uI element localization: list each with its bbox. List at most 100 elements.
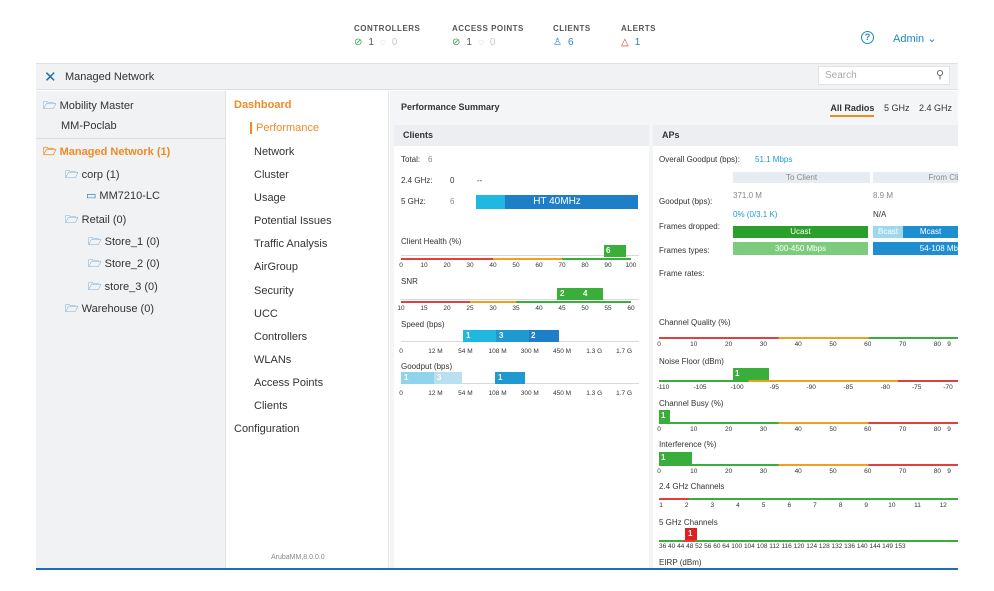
access-points-stat[interactable]: ACCESS POINTS ⊘ 1 ◌ 0 xyxy=(452,24,524,48)
tree-item-store-2[interactable]: 🗁 Store_2 (0) xyxy=(88,255,160,274)
speed-label: Speed (bps) xyxy=(401,320,445,329)
admin-menu[interactable]: Admin ⌄ xyxy=(893,32,936,45)
tick: 4 xyxy=(736,502,740,509)
search-icon[interactable]: ⚲ xyxy=(935,69,944,81)
channel-busy-label: Channel Busy (%) xyxy=(659,399,724,408)
clients-stat[interactable]: CLIENTS ♙ 6 xyxy=(553,24,591,48)
channel-busy-ticks: 0 10 20 30 40 50 60 70 80 9 xyxy=(657,426,951,435)
menu-item-usage[interactable]: Usage xyxy=(254,192,286,204)
tick: -85 xyxy=(843,384,853,391)
tree-item-managed-network[interactable]: 🗁 Managed Network (1) xyxy=(43,143,170,162)
tab-5ghz[interactable]: 5 GHz xyxy=(883,103,910,113)
tick: 1 xyxy=(659,502,663,509)
g24-dash: -- xyxy=(477,176,483,185)
menu-item-traffic-analysis[interactable]: Traffic Analysis xyxy=(254,238,328,250)
menu-item-wlans[interactable]: WLANs xyxy=(254,354,292,366)
menu-item-ucc[interactable]: UCC xyxy=(254,308,278,320)
menu-item-security[interactable]: Security xyxy=(254,285,294,297)
menu-item-controllers[interactable]: Controllers xyxy=(254,331,308,343)
tick: 70 xyxy=(898,468,907,475)
controllers-stat[interactable]: CONTROLLERS ⊘ 1 ◌ 0 xyxy=(354,24,420,48)
frame-type-to-bar: 300-450 Mbps xyxy=(733,242,868,255)
tick: 40 xyxy=(794,426,802,433)
alerts-label: ALERTS xyxy=(621,24,656,33)
menu-item-performance[interactable]: Performance xyxy=(250,122,319,134)
interference-count: 1 xyxy=(661,453,666,462)
goodput-count: 1 xyxy=(404,373,409,382)
menu-header-dashboard[interactable]: Dashboard xyxy=(234,99,292,111)
menu-item-configuration[interactable]: Configuration xyxy=(234,423,300,435)
drop-pct-from: N/A xyxy=(873,210,887,219)
search-input[interactable]: Search ⚲ xyxy=(818,66,950,85)
tick: 0 xyxy=(657,468,661,475)
chevron-down-icon: ⌄ xyxy=(927,33,937,45)
snr-axis xyxy=(401,301,631,303)
tick: 54 M xyxy=(458,390,473,397)
tick: -70 xyxy=(943,384,953,391)
tree-item-corp[interactable]: 🗁 corp (1) xyxy=(65,166,120,185)
tick: 40 xyxy=(794,468,802,475)
help-icon[interactable]: ? xyxy=(861,31,874,44)
tree-item-retail[interactable]: 🗁 Retail (0) xyxy=(65,211,126,230)
tick: 30 xyxy=(759,341,768,348)
ap-ok-count: 1 xyxy=(466,37,472,48)
check-circle-icon: ⊘ xyxy=(452,37,461,48)
close-icon[interactable]: ✕ xyxy=(44,69,57,86)
tick: 20 xyxy=(724,468,733,475)
folder-open-icon: 🗁 xyxy=(88,236,102,248)
tick: 0 xyxy=(399,348,403,355)
drop-pct-to: 0% (0/3.1 K) xyxy=(733,210,778,219)
menu-item-clients[interactable]: Clients xyxy=(254,400,288,412)
ch5-label: 5 GHz Channels xyxy=(659,518,718,527)
ap-goodput-label: Goodput (bps): xyxy=(659,197,713,206)
tree-item-mobility-master[interactable]: 🗁 Mobility Master xyxy=(43,97,134,116)
ch5-count: 1 xyxy=(688,529,693,538)
snr-ticks: 10 15 20 25 30 35 40 45 50 55 60 xyxy=(397,305,634,314)
clients-label: CLIENTS xyxy=(553,24,591,33)
noise-floor-axis xyxy=(659,380,958,382)
tab-2-4ghz[interactable]: 2.4 GHz xyxy=(918,103,952,113)
tree-item-mm7210[interactable]: ▭ MM7210-LC xyxy=(86,189,160,202)
tree-item-store-1[interactable]: 🗁 Store_1 (0) xyxy=(88,233,160,252)
tick: 70 xyxy=(558,262,566,269)
controllers-other-count: 0 xyxy=(391,37,398,48)
dashboard-menu: Dashboard Performance Network Cluster Us… xyxy=(226,91,389,569)
folder-open-icon: 🗁 xyxy=(88,281,102,293)
ucast-bar: Ucast xyxy=(733,226,868,238)
goodput-to-client: 371.0 M xyxy=(733,191,762,200)
goodput-from-client: 8.9 M xyxy=(873,191,894,200)
tick: -90 xyxy=(806,384,816,391)
menu-item-airgroup[interactable]: AirGroup xyxy=(254,261,299,273)
tick: 50 xyxy=(829,341,837,348)
tick: 20 xyxy=(724,426,733,433)
goodput-label: Goodput (bps) xyxy=(401,362,453,371)
tick: -105 xyxy=(693,384,707,391)
menu-item-cluster[interactable]: Cluster xyxy=(254,169,289,181)
ch5-bar xyxy=(685,528,697,540)
menu-item-network[interactable]: Network xyxy=(254,146,295,158)
tick: 9 xyxy=(947,341,951,348)
radio-tabs: All Radios 5 GHz 2.4 GHz xyxy=(823,103,952,117)
goodput-ticks: 0 12 M 54 M 108 M 300 M 450 M 1.3 G 1.7 … xyxy=(399,390,632,399)
tree-item-store-3[interactable]: 🗁 store_3 (0) xyxy=(88,278,158,297)
status-circle-icon: ◌ xyxy=(379,37,386,48)
tree-item-warehouse[interactable]: 🗁 Warehouse (0) xyxy=(65,300,154,319)
controller-device-icon: ▭ xyxy=(86,190,97,202)
baseline xyxy=(401,255,639,256)
total-label: Total: xyxy=(401,155,421,164)
menu-item-potential-issues[interactable]: Potential Issues xyxy=(254,215,332,227)
interference-axis xyxy=(659,464,958,466)
tick: 100 xyxy=(625,262,637,269)
version-label: ArubaMM,8.0.0.0 xyxy=(271,554,325,561)
channel-busy-count: 1 xyxy=(661,411,666,420)
nav-header: ✕ Managed Network xyxy=(36,63,958,90)
tree-item-mm-poclab[interactable]: MM-Poclab xyxy=(61,120,117,132)
tree-item-label: Retail (0) xyxy=(81,214,127,226)
tick: -75 xyxy=(911,384,922,391)
alerts-stat[interactable]: ALERTS △ 1 xyxy=(621,24,656,48)
tick: 5 xyxy=(761,502,766,509)
tick: 12 xyxy=(939,502,947,509)
goodput-bar xyxy=(495,372,525,384)
menu-item-access-points[interactable]: Access Points xyxy=(254,377,324,389)
tab-all-radios[interactable]: All Radios xyxy=(830,103,875,117)
